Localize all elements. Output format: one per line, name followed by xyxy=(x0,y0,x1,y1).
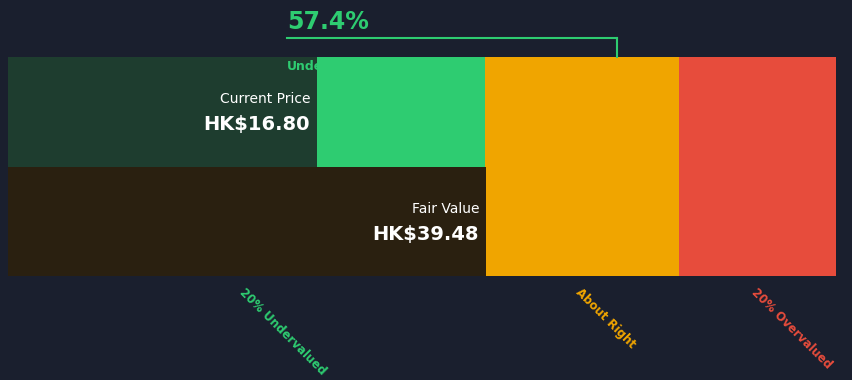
Bar xyxy=(9,167,486,276)
Text: 57.4%: 57.4% xyxy=(287,10,369,33)
Bar xyxy=(9,57,484,276)
Text: Current Price: Current Price xyxy=(219,92,310,106)
Text: 20% Overvalued: 20% Overvalued xyxy=(748,286,833,371)
Text: Undervalued: Undervalued xyxy=(287,60,377,73)
Text: HK$16.80: HK$16.80 xyxy=(204,115,310,134)
Text: 20% Undervalued: 20% Undervalued xyxy=(237,286,329,377)
Bar xyxy=(484,57,678,276)
Text: Fair Value: Fair Value xyxy=(411,202,479,216)
Text: About Right: About Right xyxy=(572,286,637,351)
Text: HK$39.48: HK$39.48 xyxy=(372,225,479,244)
Bar xyxy=(678,57,836,276)
Bar xyxy=(9,57,316,167)
